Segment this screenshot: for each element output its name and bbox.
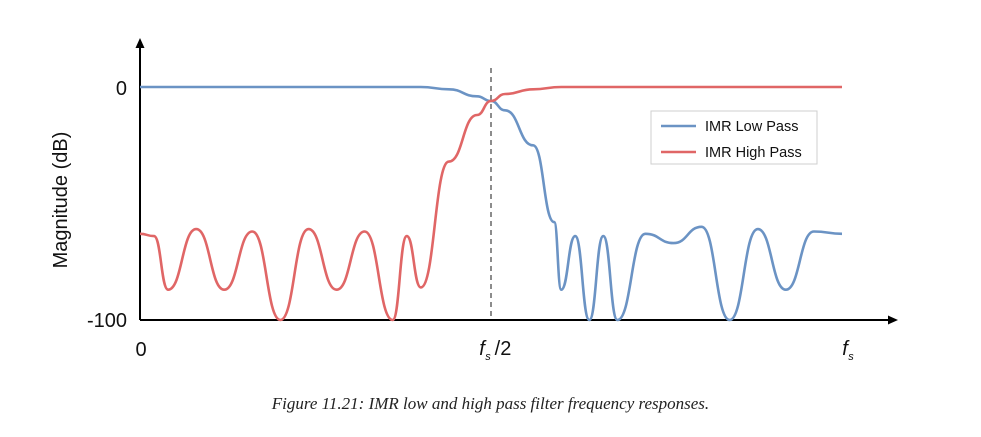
x-tick-label-fs: f s: [842, 338, 854, 363]
svg-text:s: s: [485, 351, 491, 363]
filter-response-chart: 0 -100 Magnitude (dB) 0 f s /2 f s IMR L…: [50, 38, 898, 363]
svg-text:/2: /2: [495, 338, 512, 360]
y-tick-label-0: 0: [116, 78, 127, 100]
series-imr-low-pass-line: [140, 85, 843, 322]
svg-text:f: f: [479, 338, 487, 360]
series-imr-high-pass-line: [139, 85, 842, 322]
legend-label-imr-high-pass: IMR High Pass: [705, 145, 802, 161]
x-axis-arrow: [888, 315, 898, 325]
svg-text:s: s: [848, 351, 854, 363]
y-axis-label: Magnitude (dB): [50, 132, 72, 269]
y-axis-arrow: [135, 38, 145, 48]
figure-caption: Figure 11.21: IMR low and high pass filt…: [271, 394, 710, 413]
svg-text:f: f: [842, 338, 850, 360]
x-tick-label-half-fs: f s /2: [479, 338, 511, 363]
legend: IMR Low Pass IMR High Pass: [650, 110, 818, 165]
x-tick-label-0: 0: [135, 339, 146, 361]
y-tick-label-minus-100: -100: [87, 310, 127, 332]
legend-box: [650, 110, 818, 165]
legend-label-imr-low-pass: IMR Low Pass: [705, 119, 798, 135]
